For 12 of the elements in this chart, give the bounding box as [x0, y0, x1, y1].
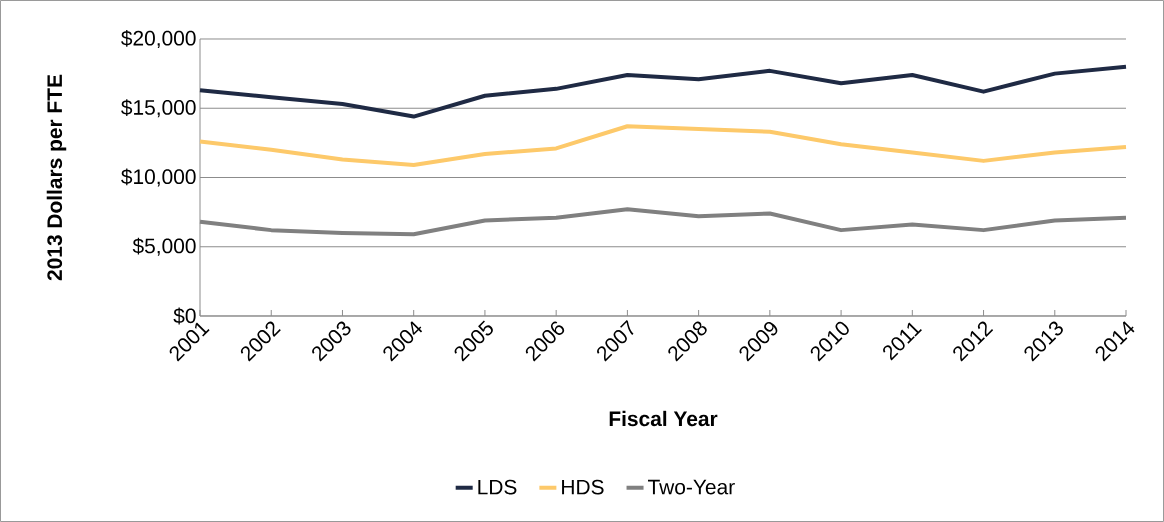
y-tick-label: $10,000	[121, 168, 196, 187]
y-tick-label: $15,000	[121, 99, 196, 118]
line-series	[198, 64, 1129, 119]
legend-label: LDS	[478, 479, 517, 495]
legend-label: Two-Year	[648, 479, 735, 495]
line-series	[198, 124, 1129, 168]
y-tick-label: $0	[173, 307, 196, 325]
x-axis-title: Fiscal Year	[609, 410, 718, 427]
y-axis-title: 2013 Dollars per FTE	[46, 74, 67, 281]
y-tick-label: $5,000	[132, 237, 196, 256]
legend-label: HDS	[562, 479, 604, 495]
y-tick-label: $20,000	[121, 29, 196, 49]
